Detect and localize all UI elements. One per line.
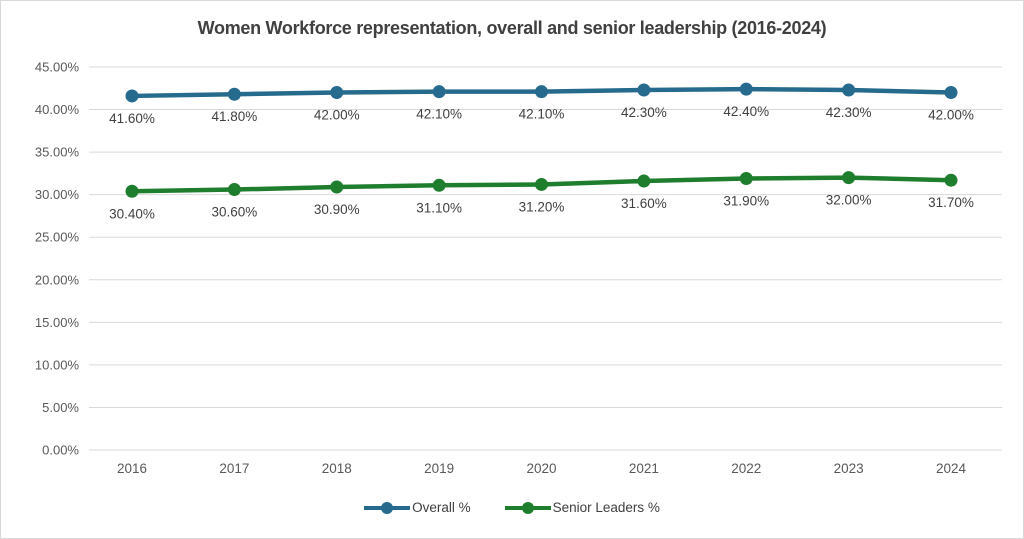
data-label: 42.00% [314, 108, 360, 123]
data-point-marker [330, 86, 344, 100]
data-point-marker [637, 174, 651, 188]
data-label: 42.10% [519, 107, 565, 122]
data-point-marker [944, 86, 958, 100]
y-axis-tick-label: 35.00% [35, 145, 80, 160]
data-label: 32.00% [826, 193, 872, 208]
data-label: 31.90% [723, 193, 769, 208]
legend-item: Overall % [364, 500, 471, 515]
data-point-marker [227, 183, 241, 197]
legend-label: Overall % [412, 500, 471, 515]
data-label: 42.30% [621, 105, 667, 120]
data-point-marker [944, 173, 958, 187]
x-axis-tick-label: 2016 [117, 461, 147, 476]
x-axis-tick-label: 2022 [731, 461, 761, 476]
data-label: 31.70% [928, 195, 974, 210]
x-axis-tick-label: 2019 [424, 461, 454, 476]
data-point-marker [842, 83, 856, 97]
data-point-marker [535, 177, 548, 191]
y-axis-tick-label: 15.00% [35, 315, 80, 330]
legend-label: Senior Leaders % [552, 500, 660, 515]
legend-circle [521, 501, 534, 514]
y-axis-tick-label: 40.00% [35, 102, 80, 117]
data-label: 41.80% [211, 109, 257, 124]
data-point-marker [227, 87, 241, 101]
x-axis-tick-label: 2018 [322, 461, 352, 476]
x-axis-tick-label: 2024 [936, 461, 967, 476]
legend-marker-icon [364, 501, 411, 514]
data-point-marker [432, 178, 446, 192]
data-label: 42.30% [826, 105, 872, 120]
data-label: 31.60% [621, 196, 667, 211]
data-label: 30.90% [314, 202, 360, 217]
legend: Overall % Senior Leaders % [1, 500, 1023, 515]
chart-title: Women Workforce representation, overall … [197, 18, 827, 38]
data-point-marker [637, 83, 651, 97]
data-point-marker [432, 85, 446, 99]
y-axis-tick-label: 25.00% [35, 230, 80, 245]
data-label: 30.40% [109, 206, 155, 221]
legend-marker-icon [504, 501, 551, 514]
x-axis-tick-label: 2017 [219, 461, 249, 476]
y-axis-tick-label: 10.00% [35, 357, 80, 372]
legend-circle [381, 501, 394, 514]
data-label: 42.10% [416, 107, 462, 122]
data-point-marker [125, 89, 139, 103]
data-point-marker [330, 180, 344, 194]
data-label: 41.60% [109, 111, 155, 126]
y-axis-tick-label: 5.00% [42, 400, 79, 415]
data-point-marker [739, 82, 753, 96]
y-axis-tick-label: 20.00% [35, 272, 80, 287]
y-axis-tick-label: 30.00% [35, 187, 80, 202]
data-label: 42.40% [723, 104, 769, 119]
y-axis-tick-label: 45.00% [35, 60, 80, 75]
data-point-marker [842, 171, 856, 185]
data-point-marker [125, 184, 139, 198]
x-axis-tick-label: 2021 [629, 461, 659, 476]
x-axis-tick-label: 2020 [526, 461, 556, 476]
data-label: 30.60% [211, 205, 257, 220]
data-label: 31.10% [416, 200, 462, 215]
data-point-marker [535, 85, 548, 99]
data-label: 31.20% [519, 199, 565, 214]
y-axis-tick-label: 0.00% [42, 443, 79, 458]
legend-item: Senior Leaders % [504, 500, 660, 515]
data-label: 42.00% [928, 108, 974, 123]
x-axis-tick-label: 2023 [834, 461, 864, 476]
data-point-marker [739, 171, 753, 185]
